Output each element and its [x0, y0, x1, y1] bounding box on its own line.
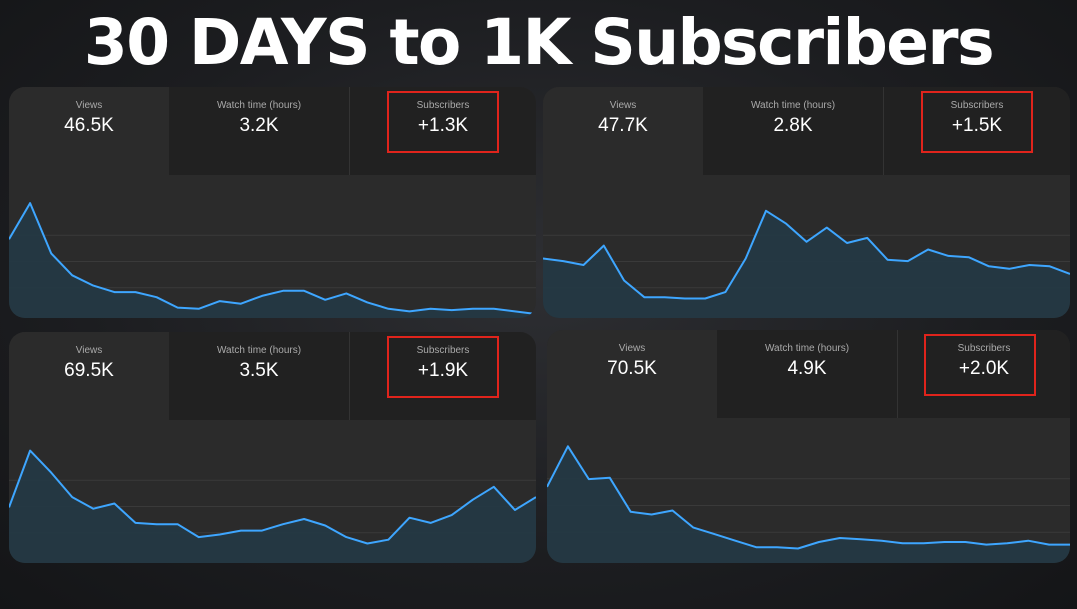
watch-time-value: 3.5K: [239, 360, 279, 381]
area-fill: [9, 450, 536, 563]
analytics-panel: Views 47.7K Watch time (hours) 2.8K Subs…: [543, 87, 1070, 318]
subscribers-stat[interactable]: Subscribers +1.5K: [884, 87, 1070, 175]
subscribers-stat[interactable]: Subscribers +1.3K: [350, 87, 536, 175]
area-fill: [9, 203, 536, 318]
views-chart: [9, 175, 536, 318]
views-label: Views: [75, 100, 103, 111]
subscribers-highlight-box: [387, 91, 499, 153]
subscribers-label: Subscribers: [950, 100, 1004, 111]
watch-time-stat[interactable]: Watch time (hours) 2.8K: [703, 87, 884, 175]
headline: 30 DAYS to 1K Subscribers: [83, 6, 995, 79]
views-chart: [547, 418, 1070, 563]
watch-time-label: Watch time (hours): [750, 100, 836, 111]
subscribers-stat[interactable]: Subscribers +1.9K: [350, 332, 536, 420]
views-label: Views: [618, 343, 646, 354]
views-label: Views: [75, 345, 103, 356]
stats-row: Views 69.5K Watch time (hours) 3.5K Subs…: [9, 332, 536, 420]
views-stat[interactable]: Views 69.5K: [9, 332, 169, 420]
analytics-panel: Views 46.5K Watch time (hours) 3.2K Subs…: [9, 87, 536, 318]
watch-time-stat[interactable]: Watch time (hours) 3.5K: [169, 332, 350, 420]
views-value: 69.5K: [64, 360, 114, 381]
area-chart: [547, 445, 1070, 563]
subscribers-value: +1.3K: [417, 115, 469, 136]
views-chart: [9, 420, 536, 563]
subscribers-stat[interactable]: Subscribers +2.0K: [898, 330, 1070, 418]
area-fill: [543, 210, 1070, 318]
subscribers-value: +1.9K: [417, 360, 469, 381]
area-fill: [547, 446, 1070, 563]
watch-time-value: 3.2K: [239, 115, 279, 136]
watch-time-stat[interactable]: Watch time (hours) 3.2K: [169, 87, 350, 175]
subscribers-value: +2.0K: [958, 358, 1010, 379]
subscribers-highlight-box: [921, 91, 1033, 153]
views-chart: [543, 175, 1070, 318]
views-value: 47.7K: [598, 115, 648, 136]
analytics-panel: Views 70.5K Watch time (hours) 4.9K Subs…: [547, 330, 1070, 563]
views-stat[interactable]: Views 46.5K: [9, 87, 169, 175]
stats-row: Views 47.7K Watch time (hours) 2.8K Subs…: [543, 87, 1070, 175]
analytics-panel: Views 69.5K Watch time (hours) 3.5K Subs…: [9, 332, 536, 563]
series-line: [543, 209, 1070, 300]
watch-time-stat[interactable]: Watch time (hours) 4.9K: [717, 330, 898, 418]
subscribers-label: Subscribers: [957, 343, 1011, 354]
subscribers-value: +1.5K: [951, 115, 1003, 136]
watch-time-label: Watch time (hours): [216, 345, 302, 356]
series-line: [547, 445, 1070, 550]
area-chart: [9, 449, 536, 563]
views-value: 46.5K: [64, 115, 114, 136]
series-line: [9, 202, 536, 315]
views-stat[interactable]: Views 47.7K: [543, 87, 703, 175]
subscribers-highlight-box: [387, 336, 499, 398]
views-value: 70.5K: [607, 358, 657, 379]
stats-row: Views 46.5K Watch time (hours) 3.2K Subs…: [9, 87, 536, 175]
subscribers-label: Subscribers: [416, 345, 470, 356]
views-stat[interactable]: Views 70.5K: [547, 330, 717, 418]
area-chart: [543, 209, 1070, 318]
views-label: Views: [609, 100, 637, 111]
subscribers-highlight-box: [924, 334, 1036, 396]
watch-time-value: 2.8K: [773, 115, 813, 136]
watch-time-label: Watch time (hours): [764, 343, 850, 354]
watch-time-value: 4.9K: [787, 358, 827, 379]
subscribers-label: Subscribers: [416, 100, 470, 111]
stats-row: Views 70.5K Watch time (hours) 4.9K Subs…: [547, 330, 1070, 418]
area-chart: [9, 202, 536, 318]
watch-time-label: Watch time (hours): [216, 100, 302, 111]
series-line: [9, 449, 536, 545]
